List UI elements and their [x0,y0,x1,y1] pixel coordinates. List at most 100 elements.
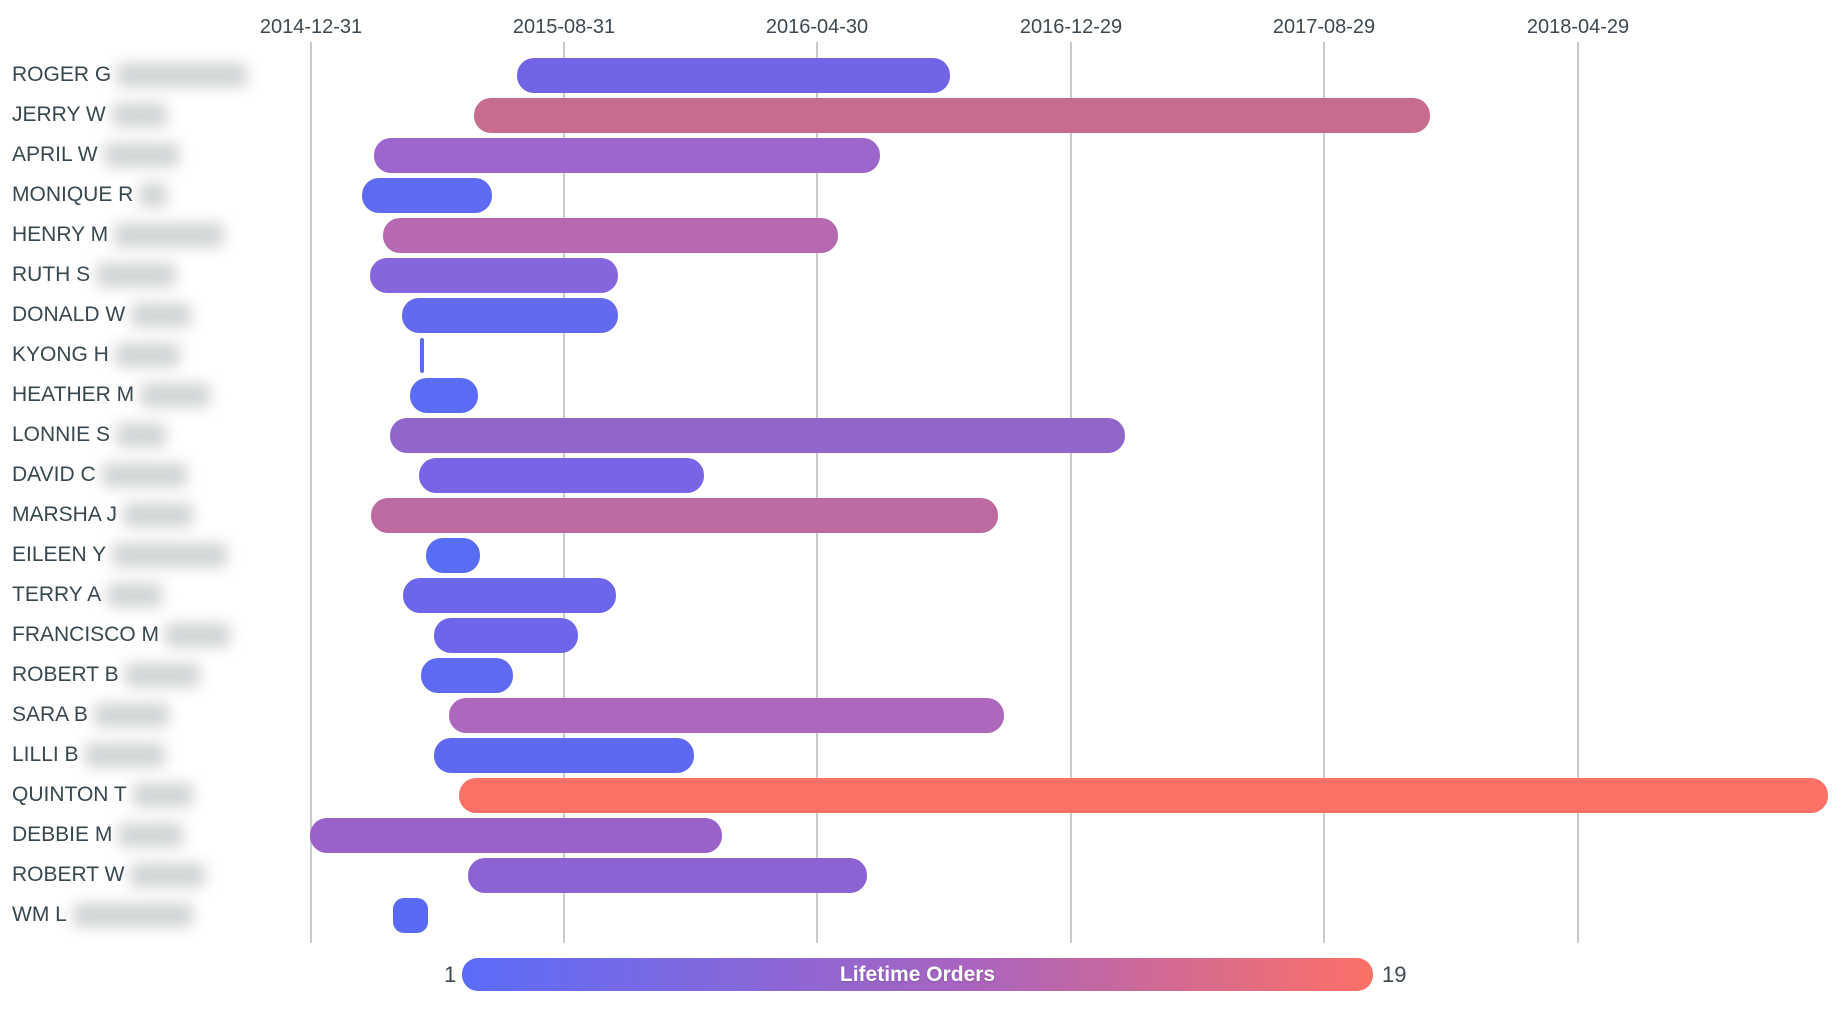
row-label: MARSHA J [12,503,194,527]
row-label-redacted [140,383,211,407]
range-bar[interactable] [410,377,478,413]
row-label-text: DONALD W [12,303,126,326]
range-bar[interactable] [420,337,424,373]
row-label-redacted [103,143,179,167]
row-label-redacted [130,863,206,887]
row-label: SARA B [12,703,169,727]
row-label-redacted [139,183,168,207]
row-label: DEBBIE M [12,823,184,847]
row-label: JERRY W [12,103,167,127]
legend-min-label: 1 [444,961,457,987]
gridline-2016-12-29 [1070,42,1072,943]
row-label-redacted [112,543,228,567]
row-label: LONNIE S [12,423,167,447]
row-label: ROBERT W [12,863,206,887]
row-label-redacted [114,223,225,247]
x-tick-label: 2016-12-29 [1019,16,1123,38]
row-label-redacted [114,343,180,367]
x-tick-label: 2015-08-31 [512,16,616,38]
row-label-text: DEBBIE M [12,823,113,846]
range-bar[interactable] [468,857,867,893]
row-label-redacted [96,263,177,287]
row-label: FRANCISCO M [12,623,230,647]
range-bar[interactable] [517,57,950,93]
row-label-redacted [118,823,184,847]
range-bar[interactable] [402,297,618,333]
range-bar[interactable] [383,217,838,253]
range-bar[interactable] [370,257,618,293]
row-label: MONIQUE R [12,183,168,207]
range-bar[interactable] [459,777,1828,813]
row-label: TERRY A [12,583,163,607]
row-label-text: DAVID C [12,463,96,486]
row-label-redacted [165,623,230,647]
row-label-redacted [123,503,194,527]
row-label: HENRY M [12,223,225,247]
x-tick-label: 2017-08-29 [1272,16,1376,38]
row-label-text: HEATHER M [12,383,135,406]
row-label-redacted [84,743,165,767]
row-label: LILLI B [12,743,165,767]
row-label-text: WM L [12,903,67,926]
row-label-text: APRIL W [12,143,98,166]
gridline-2015-08-31 [563,42,565,943]
row-label-text: HENRY M [12,223,109,246]
row-label: RUTH S [12,263,177,287]
row-label-text: TERRY A [12,583,102,606]
range-bar[interactable] [371,497,998,533]
gridline-2016-04-30 [816,42,818,943]
row-label-redacted [93,703,169,727]
row-label-text: RUTH S [12,263,91,286]
row-label-text: ROBERT B [12,663,119,686]
range-bar[interactable] [426,537,480,573]
row-label-redacted [72,903,193,927]
row-label: DONALD W [12,303,192,327]
row-label-text: ROGER G [12,63,112,86]
row-label-text: LONNIE S [12,423,111,446]
row-label: KYONG H [12,343,180,367]
gridline-2018-04-29 [1577,42,1579,943]
legend-title: Lifetime Orders [839,962,996,986]
range-bar[interactable] [390,417,1125,453]
row-label-text: JERRY W [12,103,106,126]
row-label-redacted [101,463,187,487]
row-label: QUINTON T [12,783,193,807]
range-bar[interactable] [421,657,513,693]
gridline-2017-08-29 [1323,42,1325,943]
row-label: APRIL W [12,143,179,167]
range-bar[interactable] [403,577,616,613]
row-label: HEATHER M [12,383,211,407]
row-label-text: MARSHA J [12,503,118,526]
range-bar[interactable] [419,457,704,493]
x-tick-label: 2018-04-29 [1526,16,1630,38]
range-bar[interactable] [393,897,428,933]
x-tick-label: 2014-12-31 [259,16,363,38]
row-label-redacted [117,63,248,87]
row-label-text: SARA B [12,703,88,726]
row-label-redacted [132,783,193,807]
row-label: DAVID C [12,463,187,487]
x-tick-label: 2016-04-30 [765,16,869,38]
row-label-text: LILLI B [12,743,79,766]
gridline-2014-12-31 [310,42,312,943]
range-bar[interactable] [310,817,722,853]
row-label-redacted [124,663,200,687]
row-label: ROGER G [12,63,248,87]
range-bar[interactable] [474,97,1430,133]
range-bar[interactable] [434,617,578,653]
row-label: ROBERT B [12,663,200,687]
row-label-text: QUINTON T [12,783,127,806]
row-label-text: MONIQUE R [12,183,134,206]
row-label-text: FRANCISCO M [12,623,159,646]
row-label-text: ROBERT W [12,863,125,886]
row-label: WM L [12,903,193,927]
range-bar[interactable] [434,737,694,773]
range-bar[interactable] [374,137,880,173]
legend-max-label: 19 [1382,961,1407,987]
row-label-redacted [116,423,167,447]
range-bar[interactable] [362,177,492,213]
row-label-redacted [107,583,163,607]
row-label-text: EILEEN Y [12,543,107,566]
range-bar[interactable] [449,697,1004,733]
